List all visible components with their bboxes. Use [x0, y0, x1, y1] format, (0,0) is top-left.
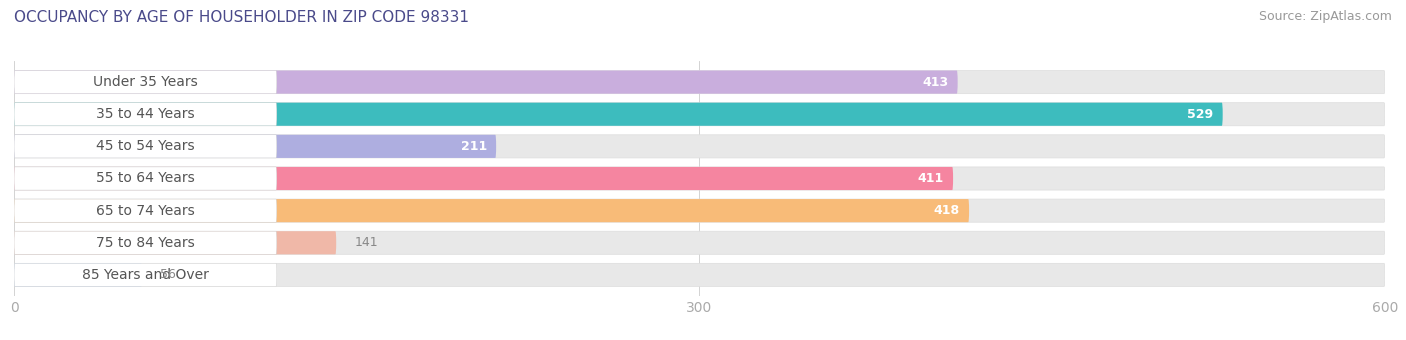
FancyBboxPatch shape	[14, 103, 1223, 126]
Text: 35 to 44 Years: 35 to 44 Years	[96, 107, 195, 121]
Text: 56: 56	[160, 268, 176, 282]
FancyBboxPatch shape	[14, 199, 277, 222]
FancyBboxPatch shape	[14, 103, 277, 126]
Text: 413: 413	[922, 75, 949, 89]
Text: 141: 141	[354, 236, 378, 249]
FancyBboxPatch shape	[14, 199, 1385, 222]
FancyBboxPatch shape	[14, 135, 277, 158]
Text: Under 35 Years: Under 35 Years	[93, 75, 198, 89]
FancyBboxPatch shape	[14, 70, 277, 94]
FancyBboxPatch shape	[14, 70, 957, 94]
Text: 85 Years and Over: 85 Years and Over	[82, 268, 209, 282]
Text: 75 to 84 Years: 75 to 84 Years	[96, 236, 195, 250]
Text: 529: 529	[1188, 108, 1213, 121]
Text: Source: ZipAtlas.com: Source: ZipAtlas.com	[1258, 10, 1392, 23]
Text: 45 to 54 Years: 45 to 54 Years	[96, 139, 195, 153]
Text: OCCUPANCY BY AGE OF HOUSEHOLDER IN ZIP CODE 98331: OCCUPANCY BY AGE OF HOUSEHOLDER IN ZIP C…	[14, 10, 470, 25]
FancyBboxPatch shape	[14, 167, 277, 190]
FancyBboxPatch shape	[14, 70, 1385, 94]
FancyBboxPatch shape	[14, 231, 277, 254]
FancyBboxPatch shape	[14, 231, 1385, 254]
FancyBboxPatch shape	[14, 135, 496, 158]
FancyBboxPatch shape	[14, 264, 1385, 287]
Text: 411: 411	[918, 172, 943, 185]
FancyBboxPatch shape	[14, 199, 969, 222]
FancyBboxPatch shape	[14, 135, 1385, 158]
FancyBboxPatch shape	[14, 103, 1385, 126]
Text: 55 to 64 Years: 55 to 64 Years	[96, 171, 195, 186]
FancyBboxPatch shape	[14, 167, 953, 190]
FancyBboxPatch shape	[14, 264, 142, 287]
FancyBboxPatch shape	[14, 264, 277, 287]
FancyBboxPatch shape	[14, 167, 1385, 190]
Text: 418: 418	[934, 204, 960, 217]
Text: 65 to 74 Years: 65 to 74 Years	[96, 204, 195, 218]
FancyBboxPatch shape	[14, 231, 336, 254]
Text: 211: 211	[461, 140, 486, 153]
